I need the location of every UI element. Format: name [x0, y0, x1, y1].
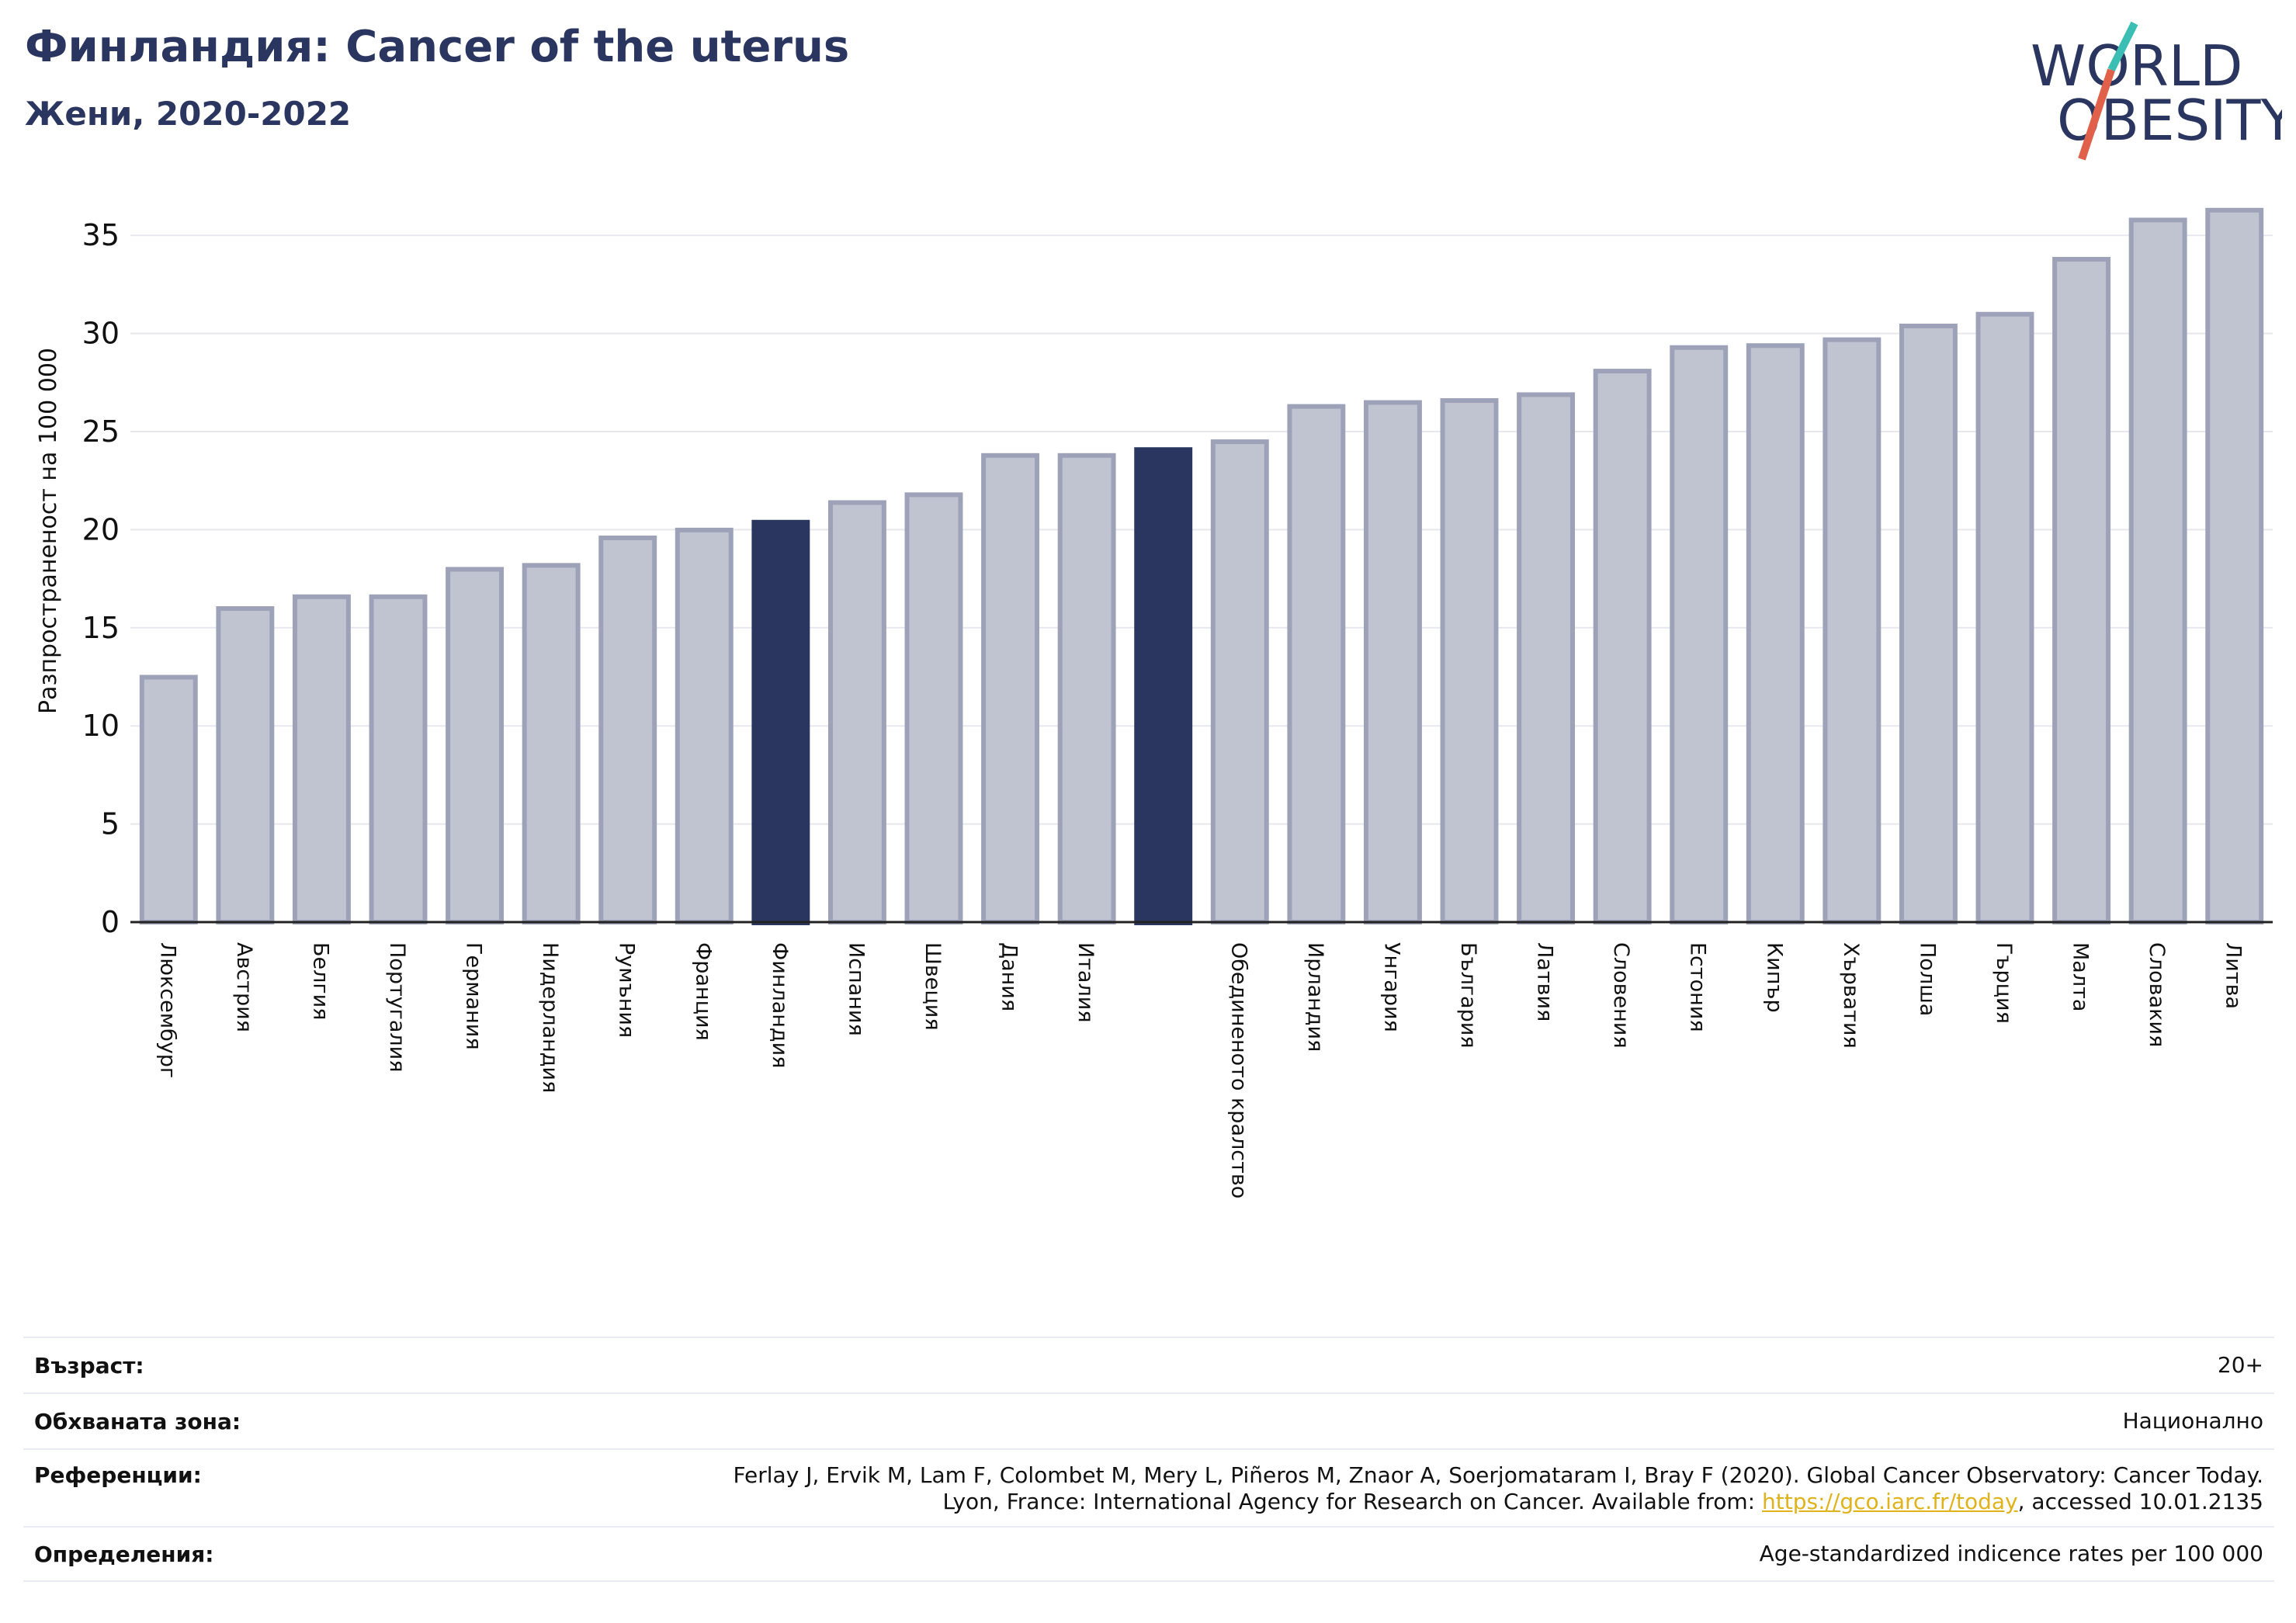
bar	[2052, 257, 2111, 924]
category-label: Белгия	[308, 942, 332, 1020]
bar	[1287, 404, 1346, 924]
category-label: Гърция	[1992, 942, 2016, 1024]
info-row-area: Обхваната зона: Национално	[23, 1392, 2274, 1448]
y-tick-label: 20	[82, 512, 120, 546]
category-label: Литва	[2221, 942, 2246, 1009]
y-tick-label: 5	[101, 807, 120, 841]
logo-slash-red	[2078, 68, 2115, 161]
bar	[1057, 453, 1116, 924]
bar	[2205, 207, 2264, 925]
category-label: Испания	[844, 942, 868, 1036]
bar-chart: 0 5 10 15 20 25 30 35 Разпространеност на 100 00…	[35, 207, 2273, 1198]
bar	[2128, 217, 2187, 924]
info-value-area: Национално	[2122, 1408, 2263, 1434]
y-tick-label: 30	[82, 317, 120, 351]
references-link[interactable]: https://gco.iarc.fr/today	[1762, 1489, 2018, 1514]
bar	[827, 500, 886, 924]
bar	[1746, 343, 1805, 924]
category-label: Малта	[2069, 942, 2093, 1011]
info-row-age: Възраст: 20+	[23, 1337, 2274, 1392]
category-label: Дания	[997, 942, 1021, 1011]
bar	[1210, 439, 1269, 924]
info-key-definitions: Определения:	[34, 1541, 214, 1567]
info-row-references: Референции: Ferlay J, Ervik M, Lam F, Co…	[23, 1448, 2274, 1526]
bar	[598, 535, 657, 924]
category-label: Естония	[1686, 942, 1710, 1032]
bar	[1517, 392, 1576, 924]
category-label: Германия	[462, 942, 486, 1050]
info-value-references: Ferlay J, Ervik M, Lam F, Colombet M, Me…	[733, 1462, 2263, 1526]
bar-highlight	[1134, 447, 1193, 925]
y-tick-label: 15	[82, 611, 120, 645]
category-label: Полша	[1915, 942, 1939, 1016]
bar	[292, 594, 351, 924]
bar	[1593, 369, 1652, 924]
bar	[216, 605, 275, 924]
bar	[904, 492, 963, 924]
category-label: Словакия	[2145, 942, 2169, 1047]
info-value-definitions: Age-standardized indicence rates per 100…	[1759, 1541, 2263, 1566]
world-obesity-logo: WORLD OBESITY	[2031, 21, 2282, 161]
category-label: Латвия	[1533, 942, 1557, 1021]
category-label: Кипър	[1762, 942, 1786, 1013]
category-label: Обединеното кралство	[1226, 942, 1250, 1198]
info-value-age: 20+	[2217, 1352, 2263, 1378]
category-label: Люксембург	[155, 942, 179, 1078]
bar	[1823, 337, 1882, 924]
y-tick-label: 0	[101, 905, 120, 939]
category-label: Ирландия	[1303, 942, 1327, 1052]
logo-slash-teal	[2107, 21, 2138, 72]
info-key-age: Възраст:	[34, 1352, 144, 1379]
category-label: Хърватия	[1839, 942, 1863, 1049]
bar	[522, 563, 581, 924]
category-label: Финландия	[768, 942, 792, 1068]
references-line2-suffix: , accessed 10.01.2135	[2017, 1489, 2263, 1514]
category-label: Австрия	[232, 942, 256, 1032]
category-label: Португалия	[385, 942, 409, 1072]
bar	[1440, 398, 1499, 924]
y-tick-label: 35	[82, 218, 120, 252]
bar	[139, 675, 198, 924]
page-title: Финландия: Cancer of the uterus	[25, 22, 850, 72]
bar	[1899, 323, 1958, 924]
y-tick-label: 10	[82, 709, 120, 743]
bar	[369, 594, 428, 924]
category-label: Словения	[1609, 942, 1633, 1049]
bar	[675, 527, 734, 924]
y-axis-label: Разпространеност на 100 000	[35, 348, 62, 714]
page-subtitle: Жени, 2020-2022	[25, 95, 352, 133]
y-tick-label: 25	[82, 414, 120, 449]
category-label: Италия	[1073, 942, 1098, 1023]
info-key-references: Референции:	[34, 1462, 202, 1488]
bar-highlight	[751, 519, 810, 925]
references-line1: Ferlay J, Ervik M, Lam F, Colombet M, Me…	[733, 1462, 2263, 1488]
category-label: Унгария	[1379, 942, 1403, 1032]
info-row-definitions: Определения: Age-standardized indicence …	[23, 1526, 2274, 1582]
bar	[1975, 311, 2034, 924]
category-label: Нидерландия	[538, 942, 562, 1093]
bar	[1670, 345, 1729, 924]
bar	[1363, 400, 1422, 924]
category-label: България	[1456, 942, 1480, 1049]
logo-line1: WORLD	[2031, 33, 2242, 99]
bar	[981, 453, 1040, 924]
category-label: Швеция	[921, 942, 945, 1031]
bar	[446, 567, 505, 924]
category-label: Франция	[691, 942, 715, 1041]
info-table: Възраст: 20+ Обхваната зона: Национално …	[23, 1337, 2274, 1582]
info-key-area: Обхваната зона:	[34, 1408, 241, 1434]
references-line2-prefix: Lyon, France: International Agency for R…	[942, 1489, 1762, 1514]
category-label: Румъния	[615, 942, 639, 1038]
